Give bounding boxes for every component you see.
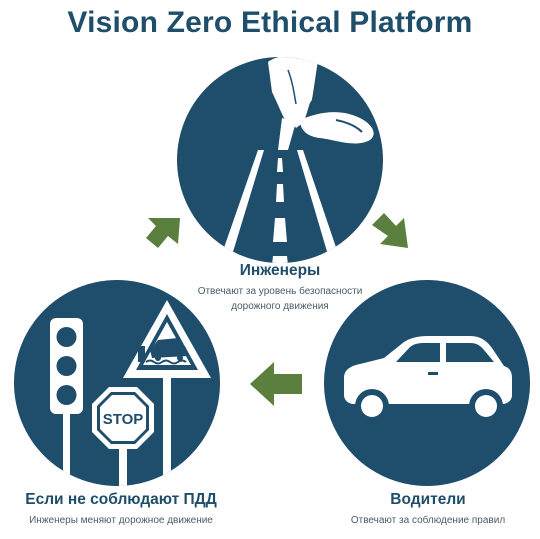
stop-sign-text: STOP	[103, 411, 144, 428]
road-with-hand-icon	[218, 57, 374, 263]
engineers-circle	[177, 57, 383, 263]
engineers-desc-line1: Отвечают за уровень безопасности	[197, 286, 363, 297]
drivers-circle	[324, 280, 530, 486]
violations-circle: STOP	[14, 280, 220, 486]
car-icon	[344, 336, 512, 423]
drivers-desc: Отвечают за соблюдение правил	[350, 515, 506, 526]
engineers-desc-line2: дорожного движения	[231, 301, 329, 312]
traffic-light-icon	[50, 318, 83, 486]
arrow-violations-to-engineers	[146, 218, 180, 248]
drivers-title: Водители	[390, 491, 466, 508]
stop-sign-icon: STOP	[92, 387, 154, 449]
arrow-drivers-to-violations	[250, 362, 302, 406]
engineers-title: Инженеры	[239, 262, 321, 279]
warning-sign-icon	[123, 300, 211, 378]
arrow-engineers-to-drivers	[372, 213, 408, 248]
diagram-title: Vision Zero Ethical Platform	[67, 6, 473, 39]
traffic-signs-icon: STOP	[50, 300, 211, 486]
violations-title: Если не соблюдают ПДД	[25, 491, 217, 508]
violations-desc: Инженеры меняют дорожное движение	[29, 515, 213, 526]
